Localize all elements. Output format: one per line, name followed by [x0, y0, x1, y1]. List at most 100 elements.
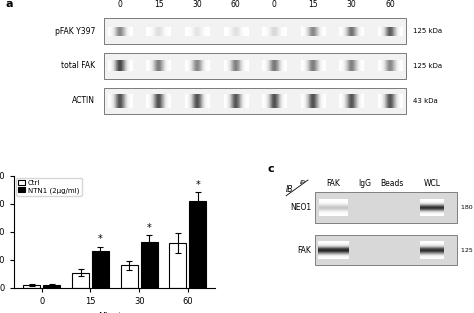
Bar — [110, 27, 111, 36]
Bar — [345, 60, 346, 71]
Bar — [155, 94, 156, 108]
Bar — [420, 257, 444, 258]
Bar — [197, 60, 198, 71]
Bar — [420, 199, 444, 200]
Bar — [160, 27, 161, 36]
Bar — [158, 94, 159, 108]
Bar — [362, 27, 363, 36]
Bar — [343, 60, 344, 71]
Bar — [153, 94, 154, 108]
Bar — [118, 27, 119, 36]
Bar — [195, 60, 196, 71]
Bar — [118, 60, 119, 71]
Bar — [242, 60, 243, 71]
Bar — [310, 60, 311, 71]
Bar — [239, 94, 240, 108]
Bar — [116, 60, 117, 71]
Bar — [280, 94, 281, 108]
Bar — [319, 27, 320, 36]
Bar — [265, 94, 266, 108]
Bar — [266, 60, 267, 71]
Bar — [264, 27, 265, 36]
Bar — [314, 60, 315, 71]
Bar — [420, 248, 444, 249]
Bar — [323, 60, 324, 71]
Bar — [356, 27, 357, 36]
Bar — [277, 94, 278, 108]
Bar — [348, 27, 349, 36]
Bar — [150, 94, 151, 108]
Bar — [188, 27, 189, 36]
Bar — [147, 27, 148, 36]
Bar — [349, 94, 350, 108]
Bar — [323, 94, 324, 108]
Bar — [164, 27, 165, 36]
Bar — [309, 94, 310, 108]
Bar — [343, 27, 344, 36]
Bar — [274, 94, 275, 108]
Bar — [267, 60, 268, 71]
Bar — [397, 60, 398, 71]
Bar — [302, 27, 303, 36]
Bar — [383, 60, 384, 71]
Bar — [120, 94, 121, 108]
Bar — [318, 245, 349, 246]
Bar — [229, 94, 230, 108]
Bar — [240, 27, 241, 36]
Bar — [233, 94, 234, 108]
Bar — [318, 246, 349, 247]
Bar — [232, 27, 233, 36]
Bar — [347, 27, 348, 36]
Bar — [226, 60, 227, 71]
Bar — [161, 94, 162, 108]
Bar — [315, 27, 316, 36]
Bar — [273, 94, 274, 108]
Bar — [361, 94, 362, 108]
Bar — [420, 244, 444, 245]
Bar — [319, 60, 320, 71]
Bar — [358, 60, 359, 71]
Bar — [154, 27, 155, 36]
Bar — [270, 60, 271, 71]
Bar — [318, 243, 349, 244]
Bar — [284, 27, 285, 36]
Bar — [167, 94, 168, 108]
Bar — [266, 94, 267, 108]
Bar — [359, 27, 360, 36]
Bar — [357, 60, 358, 71]
Bar — [237, 94, 238, 108]
Bar — [420, 211, 444, 212]
Bar — [281, 27, 282, 36]
Bar — [113, 27, 114, 36]
Bar — [314, 27, 315, 36]
Bar — [346, 60, 347, 71]
Bar — [192, 94, 193, 108]
Bar — [346, 60, 347, 71]
Bar — [166, 94, 167, 108]
Bar — [124, 94, 125, 108]
Bar — [420, 209, 444, 210]
Bar — [161, 60, 162, 71]
Bar — [317, 27, 318, 36]
Bar — [192, 27, 193, 36]
Bar — [396, 60, 397, 71]
Bar — [151, 60, 152, 71]
Bar — [242, 94, 243, 108]
Bar — [389, 60, 390, 71]
Bar — [166, 27, 167, 36]
Bar — [420, 201, 444, 202]
Bar — [308, 27, 309, 36]
Bar — [117, 94, 118, 108]
Bar — [352, 27, 353, 36]
Bar — [318, 257, 349, 258]
Bar — [162, 94, 163, 108]
Bar — [269, 27, 270, 36]
Bar — [185, 94, 186, 108]
Bar — [323, 27, 324, 36]
Bar — [109, 27, 110, 36]
Bar — [227, 60, 228, 71]
Bar — [203, 27, 204, 36]
Bar — [303, 60, 304, 71]
Bar — [156, 60, 157, 71]
Bar — [305, 27, 306, 36]
